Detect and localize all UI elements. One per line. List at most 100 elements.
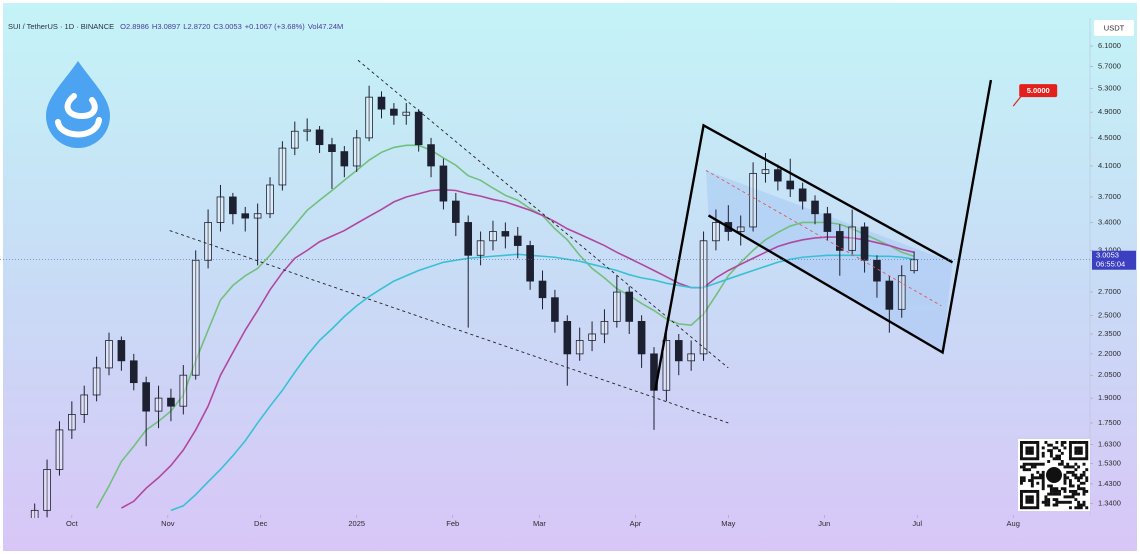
- qr-module: [1079, 451, 1083, 455]
- qr-module: [1022, 476, 1026, 480]
- candle-body: [105, 340, 113, 369]
- qr-module: [1030, 481, 1034, 485]
- y-tick-label: 2.3500: [1098, 329, 1121, 338]
- qr-module: [1055, 500, 1059, 504]
- candle-body: [538, 280, 547, 299]
- qr-module: [1047, 498, 1051, 502]
- qr-module: [1071, 495, 1075, 499]
- qr-module: [1077, 503, 1081, 507]
- qr-module: [1028, 446, 1032, 450]
- candle-body: [786, 180, 795, 190]
- qr-module: [1063, 473, 1067, 477]
- qr-module: [1060, 460, 1064, 463]
- qr-module: [1041, 484, 1045, 488]
- qr-module: [1044, 441, 1048, 444]
- qr-module: [1030, 495, 1034, 499]
- qr-module: [1082, 441, 1086, 444]
- plot-area: [30, 59, 993, 518]
- qr-module: [1041, 470, 1045, 474]
- qr-module: [1055, 492, 1059, 496]
- y-tick-label: 5.7000: [1098, 62, 1121, 71]
- qr-module: [1030, 441, 1034, 444]
- qr-module: [1082, 487, 1086, 491]
- qr-module: [1063, 500, 1067, 504]
- qr-module: [1055, 487, 1059, 491]
- qr-module: [1071, 492, 1075, 496]
- qr-module: [1025, 446, 1029, 450]
- candle-body: [600, 320, 609, 335]
- qr-module: [1036, 443, 1040, 447]
- qr-module: [1060, 443, 1064, 447]
- qr-module: [1079, 487, 1083, 491]
- qr-module: [1030, 457, 1034, 461]
- qr-module: [1028, 457, 1032, 461]
- trend-line: [169, 230, 729, 424]
- candle-body: [588, 333, 596, 341]
- candle-body: [860, 226, 869, 261]
- qr-module: [1085, 457, 1089, 461]
- qr-module: [1077, 487, 1081, 491]
- qr-module: [1041, 473, 1045, 477]
- target-pointer: [1012, 95, 1022, 107]
- candle-body: [303, 129, 311, 132]
- qr-module: [1022, 489, 1026, 493]
- qr-module: [1058, 457, 1061, 461]
- qr-module: [1020, 492, 1023, 496]
- qr-module: [1074, 468, 1078, 472]
- qr-module: [1036, 449, 1040, 453]
- qr-module: [1025, 441, 1029, 444]
- y-tick-label: 3.4000: [1098, 217, 1121, 226]
- qr-module: [1068, 449, 1072, 453]
- y-tick-label: 4.5000: [1098, 133, 1121, 142]
- qr-module: [1055, 489, 1059, 493]
- moving-average: [121, 188, 915, 509]
- candle-body: [340, 151, 349, 167]
- pattern-line: [654, 123, 954, 391]
- qr-module: [1047, 460, 1051, 463]
- price-tag: [1092, 250, 1136, 270]
- qr-module: [1036, 476, 1040, 480]
- candle-body: [613, 291, 621, 322]
- qr-module: [1028, 449, 1032, 453]
- qr-module: [1060, 441, 1064, 444]
- qr-module: [1030, 451, 1034, 455]
- candle-body: [43, 469, 51, 511]
- qr-module: [1063, 465, 1067, 469]
- qr-module: [1063, 446, 1067, 450]
- candle-body: [241, 213, 250, 219]
- qr-module: [1060, 451, 1064, 455]
- logo: [46, 61, 110, 148]
- qr-module: [1082, 500, 1086, 504]
- qr-module: [1077, 476, 1081, 480]
- qr-module: [1085, 449, 1089, 453]
- qr-module: [1068, 484, 1072, 488]
- qr-module: [1041, 476, 1045, 480]
- qr-module: [1025, 506, 1029, 510]
- x-tick-label: 2025: [348, 519, 365, 528]
- price-tag-value: 3.0053: [1096, 251, 1119, 260]
- qr-module: [1052, 457, 1056, 461]
- qr-module: [1071, 484, 1075, 488]
- qr-module: [1044, 503, 1048, 507]
- qr-module: [1025, 495, 1029, 499]
- x-tick-label: Dec: [254, 519, 268, 528]
- qr-module: [1074, 498, 1078, 502]
- candle-body: [352, 137, 361, 167]
- header-item: Vol47.24M: [308, 22, 343, 31]
- candle-body: [290, 130, 299, 149]
- header-item: C3.0053: [213, 22, 241, 31]
- qr-module: [1041, 454, 1045, 458]
- qr-module: [1052, 498, 1056, 502]
- candle-body: [266, 184, 274, 215]
- qr-module: [1020, 506, 1023, 510]
- qr-module: [1033, 489, 1037, 493]
- qr-module: [1077, 446, 1081, 450]
- qr-module: [1068, 489, 1072, 493]
- qr-module: [1066, 500, 1070, 504]
- qr-module: [1060, 462, 1064, 466]
- qr-module: [1068, 495, 1072, 499]
- candle-body: [823, 213, 832, 232]
- qr-module: [1025, 500, 1029, 504]
- qr-module: [1028, 495, 1032, 499]
